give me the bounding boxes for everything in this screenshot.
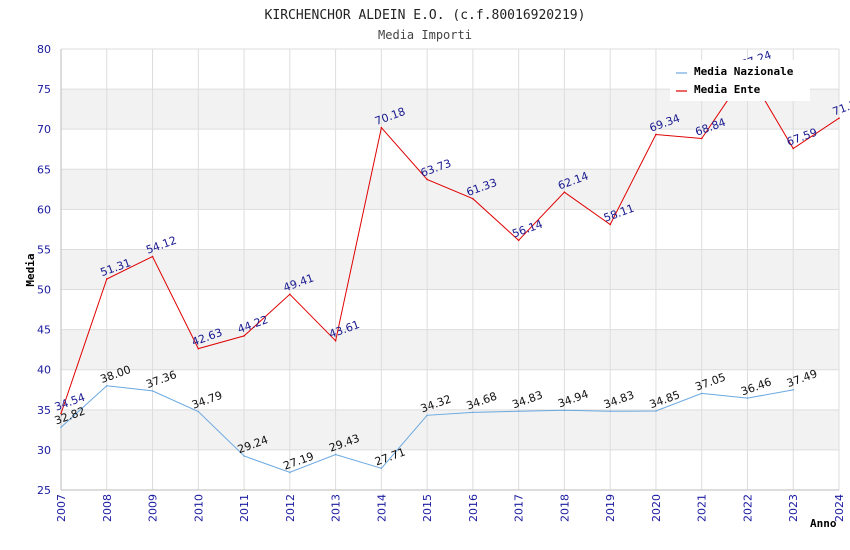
x-tick-label: 2019 (604, 494, 617, 522)
grid-lines (60, 48, 840, 491)
x-tick-label: 2023 (787, 494, 800, 522)
x-tick-label: 2009 (147, 494, 160, 522)
data-point (334, 339, 337, 342)
x-tick-label: 2008 (101, 494, 114, 522)
y-tick-label: 25 (37, 484, 51, 497)
data-point (151, 390, 154, 392)
y-tick-label: 60 (37, 203, 51, 216)
x-tick-label: 2010 (192, 494, 205, 522)
data-label: 37.05 (693, 371, 727, 394)
data-point (289, 471, 291, 474)
x-axis-label: Anno (810, 517, 837, 530)
legend: Media Nazionale Media Ente (670, 60, 810, 101)
data-point (746, 397, 749, 399)
x-tick-label: 2011 (238, 494, 251, 522)
data-point (60, 412, 62, 415)
legend-label-media-nazionale: Media Nazionale (694, 65, 794, 78)
x-tick-label: 2012 (284, 494, 297, 522)
y-axis-label: Media (24, 253, 37, 286)
data-point (380, 467, 383, 470)
data-point (517, 410, 520, 412)
data-label: 56.14 (510, 218, 544, 241)
data-point (426, 178, 428, 181)
data-label: 34.83 (602, 388, 636, 411)
data-label: 34.79 (190, 389, 224, 412)
data-point (243, 335, 245, 337)
legend-label-media-ente: Media Ente (694, 83, 761, 96)
x-tick-label: 2024 (833, 494, 846, 522)
x-tick-label: 2018 (558, 494, 571, 522)
data-point (426, 414, 428, 417)
y-tick-label: 80 (37, 43, 51, 56)
x-tick-label: 2022 (741, 494, 754, 522)
data-label: 37.49 (785, 367, 819, 390)
data-point (197, 410, 200, 413)
x-axis-ticks: 2007 2008 2009 2010 2011 2012 2013 2014 2015 2016… (55, 494, 846, 522)
x-tick-label: 2015 (421, 494, 434, 522)
x-tick-label: 2013 (330, 494, 343, 522)
data-point (105, 384, 108, 387)
data-point (655, 410, 657, 412)
y-tick-label: 40 (37, 364, 51, 377)
data-point (700, 137, 703, 140)
data-point (838, 117, 840, 119)
data-point (563, 191, 566, 194)
x-tick-label: 2017 (513, 494, 526, 522)
data-point (792, 389, 795, 391)
grid-bands (61, 89, 839, 450)
data-label: 34.68 (465, 390, 499, 413)
y-tick-label: 70 (37, 123, 51, 136)
data-point (700, 392, 703, 395)
chart-subtitle: Media Importi (378, 28, 472, 42)
legend-box (670, 60, 810, 101)
chart-title: KIRCHENCHOR ALDEIN E.O. (c.f.80016920219… (265, 8, 586, 23)
data-point (151, 255, 154, 258)
x-tick-label: 2020 (650, 494, 663, 522)
data-point (792, 147, 795, 150)
data-point (517, 239, 520, 242)
x-tick-label: 2014 (375, 494, 388, 522)
data-point (197, 347, 200, 350)
data-point (609, 223, 611, 226)
y-tick-label: 45 (37, 324, 51, 337)
grid-band (61, 249, 839, 290)
data-point (472, 197, 474, 200)
y-tick-label: 50 (37, 284, 51, 297)
series-line-media-ente (60, 70, 840, 414)
x-tick-label: 2016 (467, 494, 480, 522)
data-point (563, 409, 566, 412)
y-tick-label: 65 (37, 163, 51, 176)
grid-band (61, 409, 839, 450)
x-tick-label: 2007 (55, 494, 68, 522)
data-point (655, 133, 657, 136)
data-point (609, 410, 611, 412)
y-tick-label: 55 (37, 243, 51, 256)
y-tick-label: 30 (37, 444, 51, 457)
data-point (60, 426, 62, 429)
data-label: 37.36 (144, 368, 178, 391)
data-label: 34.94 (556, 388, 590, 411)
series-lines (60, 70, 840, 474)
data-point (380, 126, 383, 129)
y-tick-label: 35 (37, 404, 51, 417)
data-label: 34.83 (510, 388, 544, 411)
data-point (334, 453, 337, 456)
grid-band (61, 329, 839, 370)
data-point (105, 278, 108, 280)
data-point (289, 293, 291, 296)
x-tick-label: 2021 (696, 494, 709, 522)
y-axis-ticks: 25 30 35 40 45 50 55 60 65 70 75 80 (37, 43, 51, 497)
data-point (243, 455, 245, 457)
axes (60, 49, 839, 491)
y-tick-label: 75 (37, 83, 51, 96)
data-point (472, 411, 474, 414)
